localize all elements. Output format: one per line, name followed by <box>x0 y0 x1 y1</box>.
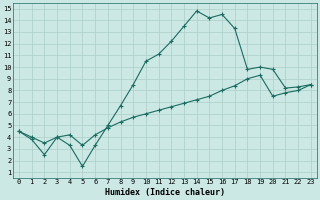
X-axis label: Humidex (Indice chaleur): Humidex (Indice chaleur) <box>105 188 225 197</box>
